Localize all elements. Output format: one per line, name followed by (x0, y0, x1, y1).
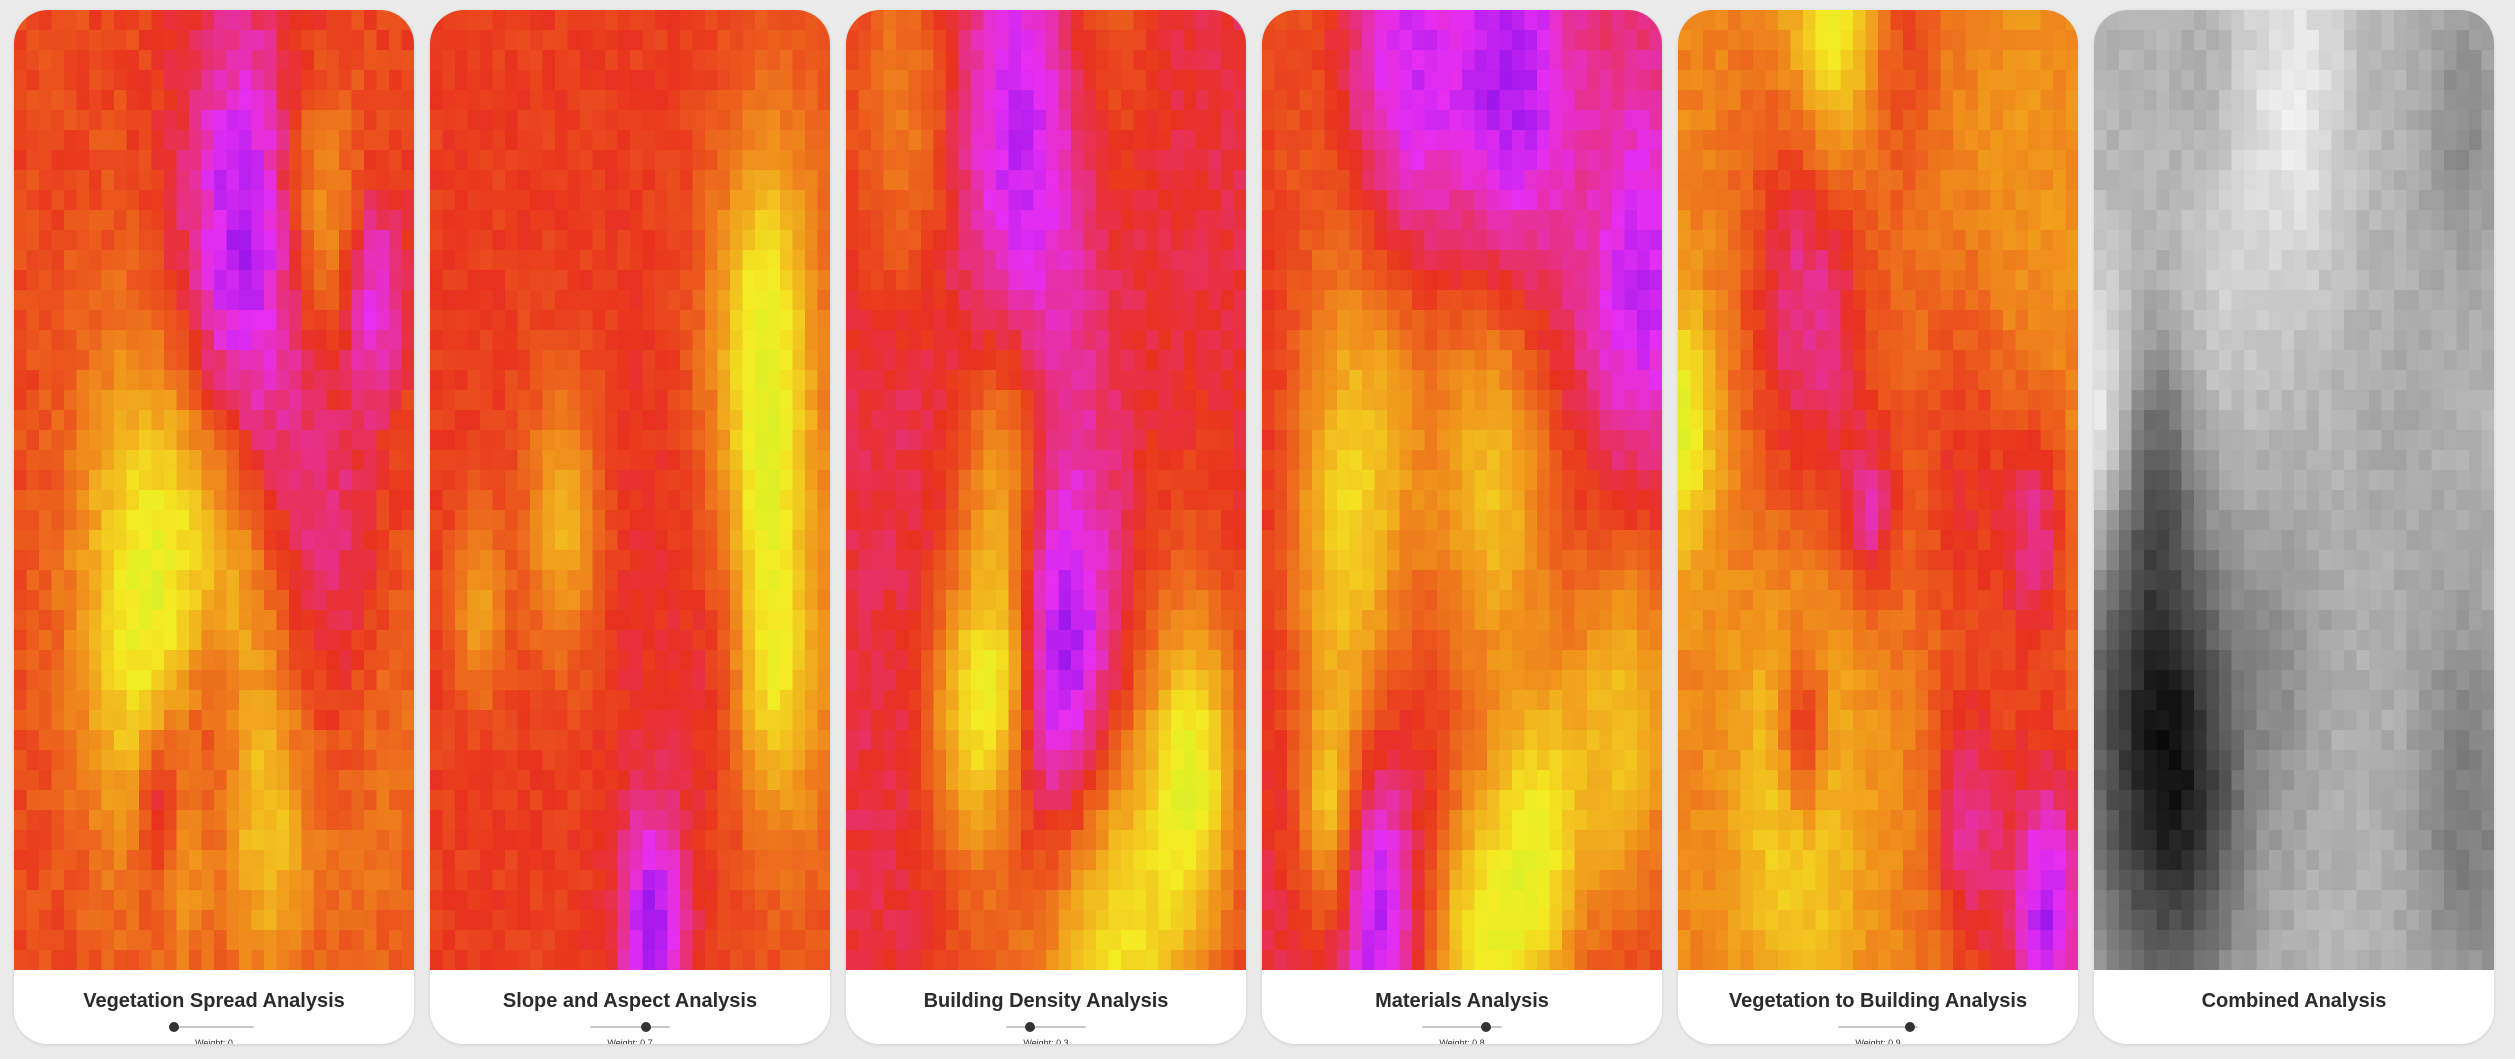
slider-track[interactable] (1422, 1026, 1502, 1028)
panel-vegetation-spread: Vegetation Spread Analysis Weight: 0 (14, 10, 414, 1044)
combined-heatmap (2094, 10, 2494, 970)
slider-track[interactable] (1838, 1026, 1918, 1028)
slider-thumb[interactable] (169, 1022, 179, 1032)
weight-label: Weight: 0 (195, 1038, 233, 1044)
slope-aspect-heatmap (430, 10, 830, 970)
panel-title: Slope and Aspect Analysis (502, 990, 758, 1012)
weight-label: Weight: 0.9 (1855, 1038, 1901, 1044)
panel-building-density: Building Density Analysis Weight: 0.3 (846, 10, 1246, 1044)
weight-slider[interactable] (1422, 1022, 1502, 1032)
slider-track[interactable] (1006, 1026, 1086, 1028)
panel-combined: Combined Analysis (2094, 10, 2494, 1044)
vegetation-to-building-footer: Vegetation to Building Analysis Weight: 0… (1678, 970, 2078, 1044)
slider-track[interactable] (590, 1026, 670, 1028)
slope-aspect-footer: Slope and Aspect Analysis Weight: 0.7 (430, 970, 830, 1044)
weight-label: Weight: 0.3 (1023, 1038, 1069, 1044)
vegetation-spread-footer: Vegetation Spread Analysis Weight: 0 (14, 970, 414, 1044)
panel-slope-aspect: Slope and Aspect Analysis Weight: 0.7 (430, 10, 830, 1044)
slider-thumb[interactable] (1905, 1022, 1915, 1032)
panel-vegetation-to-building: Vegetation to Building Analysis Weight: 0… (1678, 10, 2078, 1044)
slider-track[interactable] (174, 1026, 254, 1028)
panel-title: Vegetation to Building Analysis (1728, 990, 2028, 1012)
panel-materials: Materials Analysis Weight: 0.8 (1262, 10, 1662, 1044)
building-density-heatmap (846, 10, 1246, 970)
panel-title: Vegetation Spread Analysis (83, 990, 345, 1012)
building-density-footer: Building Density Analysis Weight: 0.3 (846, 970, 1246, 1044)
weight-slider[interactable] (1006, 1022, 1086, 1032)
slider-thumb[interactable] (1481, 1022, 1491, 1032)
weight-slider[interactable] (590, 1022, 670, 1032)
materials-heatmap (1262, 10, 1662, 970)
panel-title: Materials Analysis (1375, 990, 1549, 1012)
weight-label: Weight: 0.8 (1439, 1038, 1485, 1044)
combined-footer: Combined Analysis (2094, 970, 2494, 1044)
slider-thumb[interactable] (1025, 1022, 1035, 1032)
weight-slider[interactable] (169, 1022, 254, 1032)
vegetation-to-building-heatmap (1678, 10, 2078, 970)
materials-footer: Materials Analysis Weight: 0.8 (1262, 970, 1662, 1044)
slider-thumb[interactable] (641, 1022, 651, 1032)
weight-label: Weight: 0.7 (607, 1038, 653, 1044)
vegetation-spread-heatmap (14, 10, 414, 970)
weight-slider[interactable] (1838, 1022, 1918, 1032)
panel-title: Building Density Analysis (923, 990, 1169, 1012)
panel-title: Combined Analysis (2201, 990, 2387, 1012)
